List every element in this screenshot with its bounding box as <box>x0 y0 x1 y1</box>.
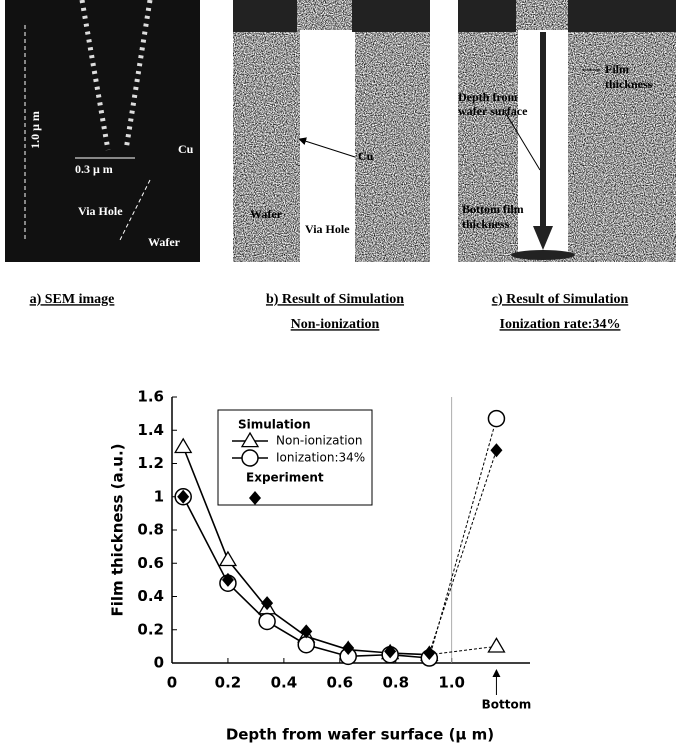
panel-label: Cu <box>178 142 194 156</box>
legend-label: Ionization:34% <box>276 451 365 465</box>
panel-label: 0.3 μ m <box>75 162 113 176</box>
panel-label: thickness <box>605 77 653 91</box>
legend-label: Experiment <box>246 471 324 485</box>
pointer <box>298 137 356 158</box>
y-tick-label: 0.2 <box>137 620 164 638</box>
marker <box>258 612 276 631</box>
bottom-film <box>511 250 575 260</box>
cu-cap <box>233 0 297 32</box>
marker <box>487 409 506 428</box>
panel-label: wafer surface <box>458 104 528 118</box>
marker <box>342 641 355 656</box>
panel-label: Bottom film <box>462 202 524 216</box>
panel-label: 1.0 μ m <box>28 111 42 149</box>
caption: c) Result of Simulation <box>492 292 629 307</box>
panel-label: thickness <box>462 217 510 231</box>
panel-label: Via Hole <box>305 222 350 236</box>
marker <box>300 624 313 639</box>
y-tick-label: 1.4 <box>137 421 164 439</box>
pointer <box>504 111 541 171</box>
caption: b) Result of Simulation <box>266 292 404 307</box>
panel-label: Wafer <box>148 235 181 249</box>
legend-group: Simulation <box>238 418 311 432</box>
panel-b: Cu Wafer Via Hole b) Result of Simulatio… <box>233 0 430 332</box>
cu-cap <box>568 0 676 32</box>
via-edge <box>79 0 153 151</box>
cu-cap <box>352 0 430 32</box>
caption: Non-ionization <box>291 317 380 332</box>
panel-c: Depth from wafer surface Film thickness … <box>458 0 676 332</box>
panel-label: Depth from <box>458 90 517 104</box>
y-axis-label: Film thickness (a.u.) <box>109 443 127 616</box>
x-tick-label: 1.0 <box>438 674 465 692</box>
panel-label: Film <box>605 62 629 76</box>
legend-marker <box>240 431 260 448</box>
legend: Simulation Non-ionization Ionization:34% Ex… <box>217 409 373 506</box>
sem-image <box>5 0 200 262</box>
legend-marker <box>241 449 259 467</box>
marker <box>297 635 315 654</box>
y-tick-label: 1.2 <box>137 454 164 472</box>
y-tick-label: 1.6 <box>137 388 164 406</box>
panel-label: Via Hole <box>78 204 123 218</box>
marker <box>221 572 234 587</box>
bottom-link <box>428 450 497 654</box>
y-tick-label: 1 <box>154 487 164 505</box>
marker <box>261 596 274 611</box>
marker <box>384 644 397 659</box>
marker <box>177 489 190 504</box>
legend-label: Non-ionization <box>276 434 363 448</box>
depth-arrow-head <box>533 226 553 250</box>
x-tick-label: 0.8 <box>382 674 409 692</box>
x-tick-label: 0.4 <box>271 674 298 692</box>
via-hole <box>300 30 355 262</box>
y-tick-label: 0.6 <box>137 554 164 572</box>
panel-a: Cu 1.0 μ m 0.3 μ m Via Hole Wafer a) SEM… <box>5 0 200 307</box>
marker <box>423 646 436 661</box>
bottom-link <box>429 645 497 656</box>
x-tick-label: 0.2 <box>215 674 242 692</box>
x-tick-label: 0.6 <box>327 674 354 692</box>
x-tick-label: 0 <box>167 674 177 692</box>
marker <box>218 550 238 567</box>
caption: Ionization rate:34% <box>500 317 621 332</box>
panel-label: Cu <box>358 149 374 163</box>
x-axis-label: Depth from wafer surface (μ m) <box>226 726 494 744</box>
marker <box>487 637 506 653</box>
panel-label: Wafer <box>250 207 283 221</box>
marker <box>490 443 503 458</box>
marker <box>174 437 193 454</box>
y-tick-label: 0.4 <box>137 587 164 605</box>
legend-marker <box>249 491 261 505</box>
caption: a) SEM image <box>30 292 115 307</box>
cu-cap <box>458 0 516 32</box>
y-tick-label: 0.8 <box>137 521 164 539</box>
annotation: Bottom <box>482 698 532 712</box>
y-tick-label: 0 <box>154 654 164 672</box>
